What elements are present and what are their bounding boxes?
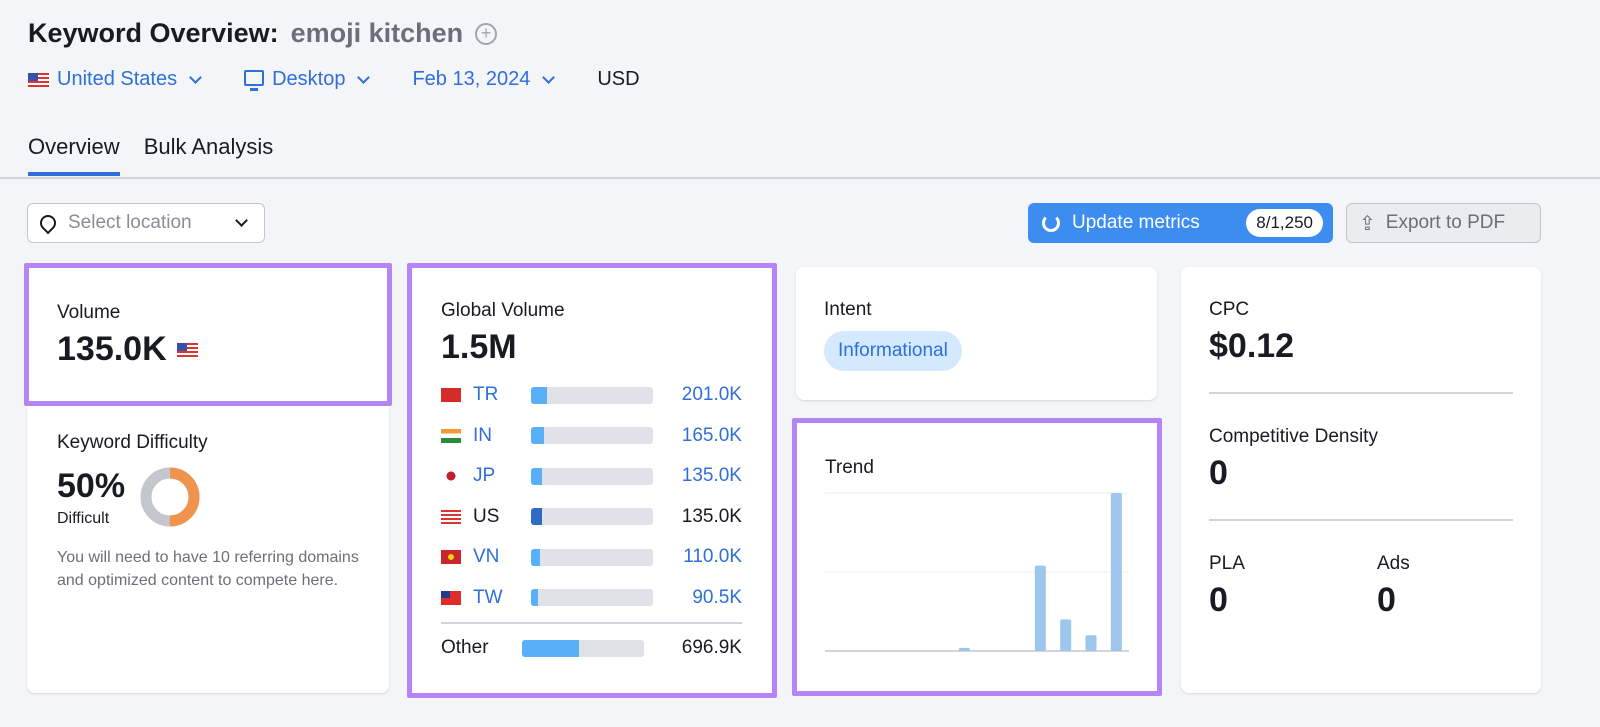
divider bbox=[441, 622, 742, 624]
chevron-down-icon bbox=[235, 214, 248, 227]
us-flag-icon bbox=[176, 342, 198, 357]
tab-bulk-analysis[interactable]: Bulk Analysis bbox=[143, 134, 274, 159]
divider bbox=[1209, 519, 1513, 521]
upload-icon: ⇪ bbox=[1359, 212, 1376, 235]
kd-level: Difficult bbox=[57, 509, 110, 527]
vn-flag-icon bbox=[441, 550, 461, 565]
cpc-value: $0.12 bbox=[1209, 327, 1295, 365]
cpc-card: CPC $0.12 Competitive Density 0 PLA 0 Ads… bbox=[1181, 267, 1541, 693]
in-flag-icon bbox=[441, 428, 461, 443]
country-dropdown[interactable]: United States bbox=[28, 68, 206, 91]
device-dropdown[interactable]: Desktop bbox=[244, 68, 374, 91]
desktop-icon bbox=[244, 69, 265, 91]
global-volume-card: Global Volume 1.5M TR 201.0K IN 165.0K J… bbox=[407, 263, 777, 698]
location-pin-icon bbox=[36, 211, 60, 235]
country-row-in: IN 165.0K bbox=[441, 416, 742, 457]
update-count-badge: 8/1,250 bbox=[1246, 209, 1323, 237]
share-bar bbox=[531, 548, 653, 566]
trend-bar[interactable] bbox=[958, 647, 970, 651]
date-dropdown[interactable]: Feb 13, 2024 bbox=[412, 68, 559, 91]
currency: USD bbox=[597, 68, 640, 90]
share-bar bbox=[522, 639, 644, 657]
pla-value: 0 bbox=[1209, 581, 1228, 619]
share-bar-fill bbox=[531, 467, 542, 485]
trend-card: Trend bbox=[792, 418, 1162, 696]
country-row-tr: TR 201.0K bbox=[441, 375, 742, 416]
page-title: Keyword Overview: emoji kitchen + bbox=[28, 18, 498, 49]
intent-badge[interactable]: Informational bbox=[824, 331, 962, 371]
ads-value: 0 bbox=[1377, 581, 1396, 619]
divider bbox=[0, 177, 1600, 179]
share-bar-fill bbox=[531, 589, 539, 607]
country-row-other: Other 696.9K bbox=[441, 637, 742, 659]
tr-flag-icon bbox=[441, 388, 461, 403]
kd-value: 50% bbox=[57, 466, 126, 505]
country-row-jp: JP 135.0K bbox=[441, 456, 742, 497]
tabs: Overview Bulk Analysis bbox=[28, 134, 273, 176]
filters: United States Desktop Feb 13, 2024 USD bbox=[28, 68, 640, 91]
keyword: emoji kitchen bbox=[290, 18, 464, 48]
share-bar bbox=[531, 467, 653, 485]
chevron-down-icon bbox=[189, 70, 202, 84]
share-bar-fill bbox=[531, 427, 545, 445]
chevron-down-icon bbox=[542, 70, 556, 84]
trend-bar[interactable] bbox=[1034, 565, 1046, 651]
share-bar bbox=[531, 508, 653, 526]
volume-value: 135.0K bbox=[57, 330, 167, 368]
tw-flag-icon bbox=[441, 590, 461, 605]
tab-overview[interactable]: Overview bbox=[28, 134, 120, 176]
location-select[interactable]: Select location bbox=[27, 203, 265, 243]
us-flag-icon bbox=[441, 509, 461, 524]
trend-bar[interactable] bbox=[1085, 635, 1097, 651]
keyword-difficulty-card: Keyword Difficulty 50% Difficult You wil… bbox=[27, 380, 389, 693]
country-row-vn: VN 110.0K bbox=[441, 537, 742, 578]
us-flag-icon bbox=[28, 72, 49, 87]
refresh-icon bbox=[1042, 214, 1060, 232]
country-row-tw: TW 90.5K bbox=[441, 578, 742, 619]
trend-bar[interactable] bbox=[1060, 619, 1072, 651]
density-value: 0 bbox=[1209, 454, 1228, 492]
update-metrics-button[interactable]: Update metrics 8/1,250 bbox=[1028, 203, 1333, 243]
share-bar-fill bbox=[522, 639, 579, 657]
share-bar bbox=[531, 589, 653, 607]
chevron-down-icon bbox=[357, 70, 371, 84]
trend-bar[interactable] bbox=[1110, 493, 1122, 651]
kd-note: You will need to have 10 referring domai… bbox=[57, 549, 359, 589]
share-bar-fill bbox=[531, 548, 540, 566]
volume-card: Volume 135.0K bbox=[24, 263, 392, 406]
kd-donut bbox=[140, 467, 200, 527]
intent-card: Intent Informational bbox=[796, 267, 1157, 400]
country-row-us: US 135.0K bbox=[441, 497, 742, 538]
share-bar bbox=[531, 427, 653, 445]
export-pdf-button[interactable]: ⇪ Export to PDF bbox=[1346, 203, 1541, 243]
share-bar-fill bbox=[531, 386, 548, 404]
share-bar-fill bbox=[531, 508, 542, 526]
global-volume-value: 1.5M bbox=[441, 328, 517, 366]
divider bbox=[1209, 392, 1513, 394]
plus-circle-icon[interactable]: + bbox=[475, 22, 498, 45]
jp-flag-icon bbox=[441, 469, 461, 484]
share-bar bbox=[531, 386, 653, 404]
trend-chart bbox=[825, 492, 1129, 652]
